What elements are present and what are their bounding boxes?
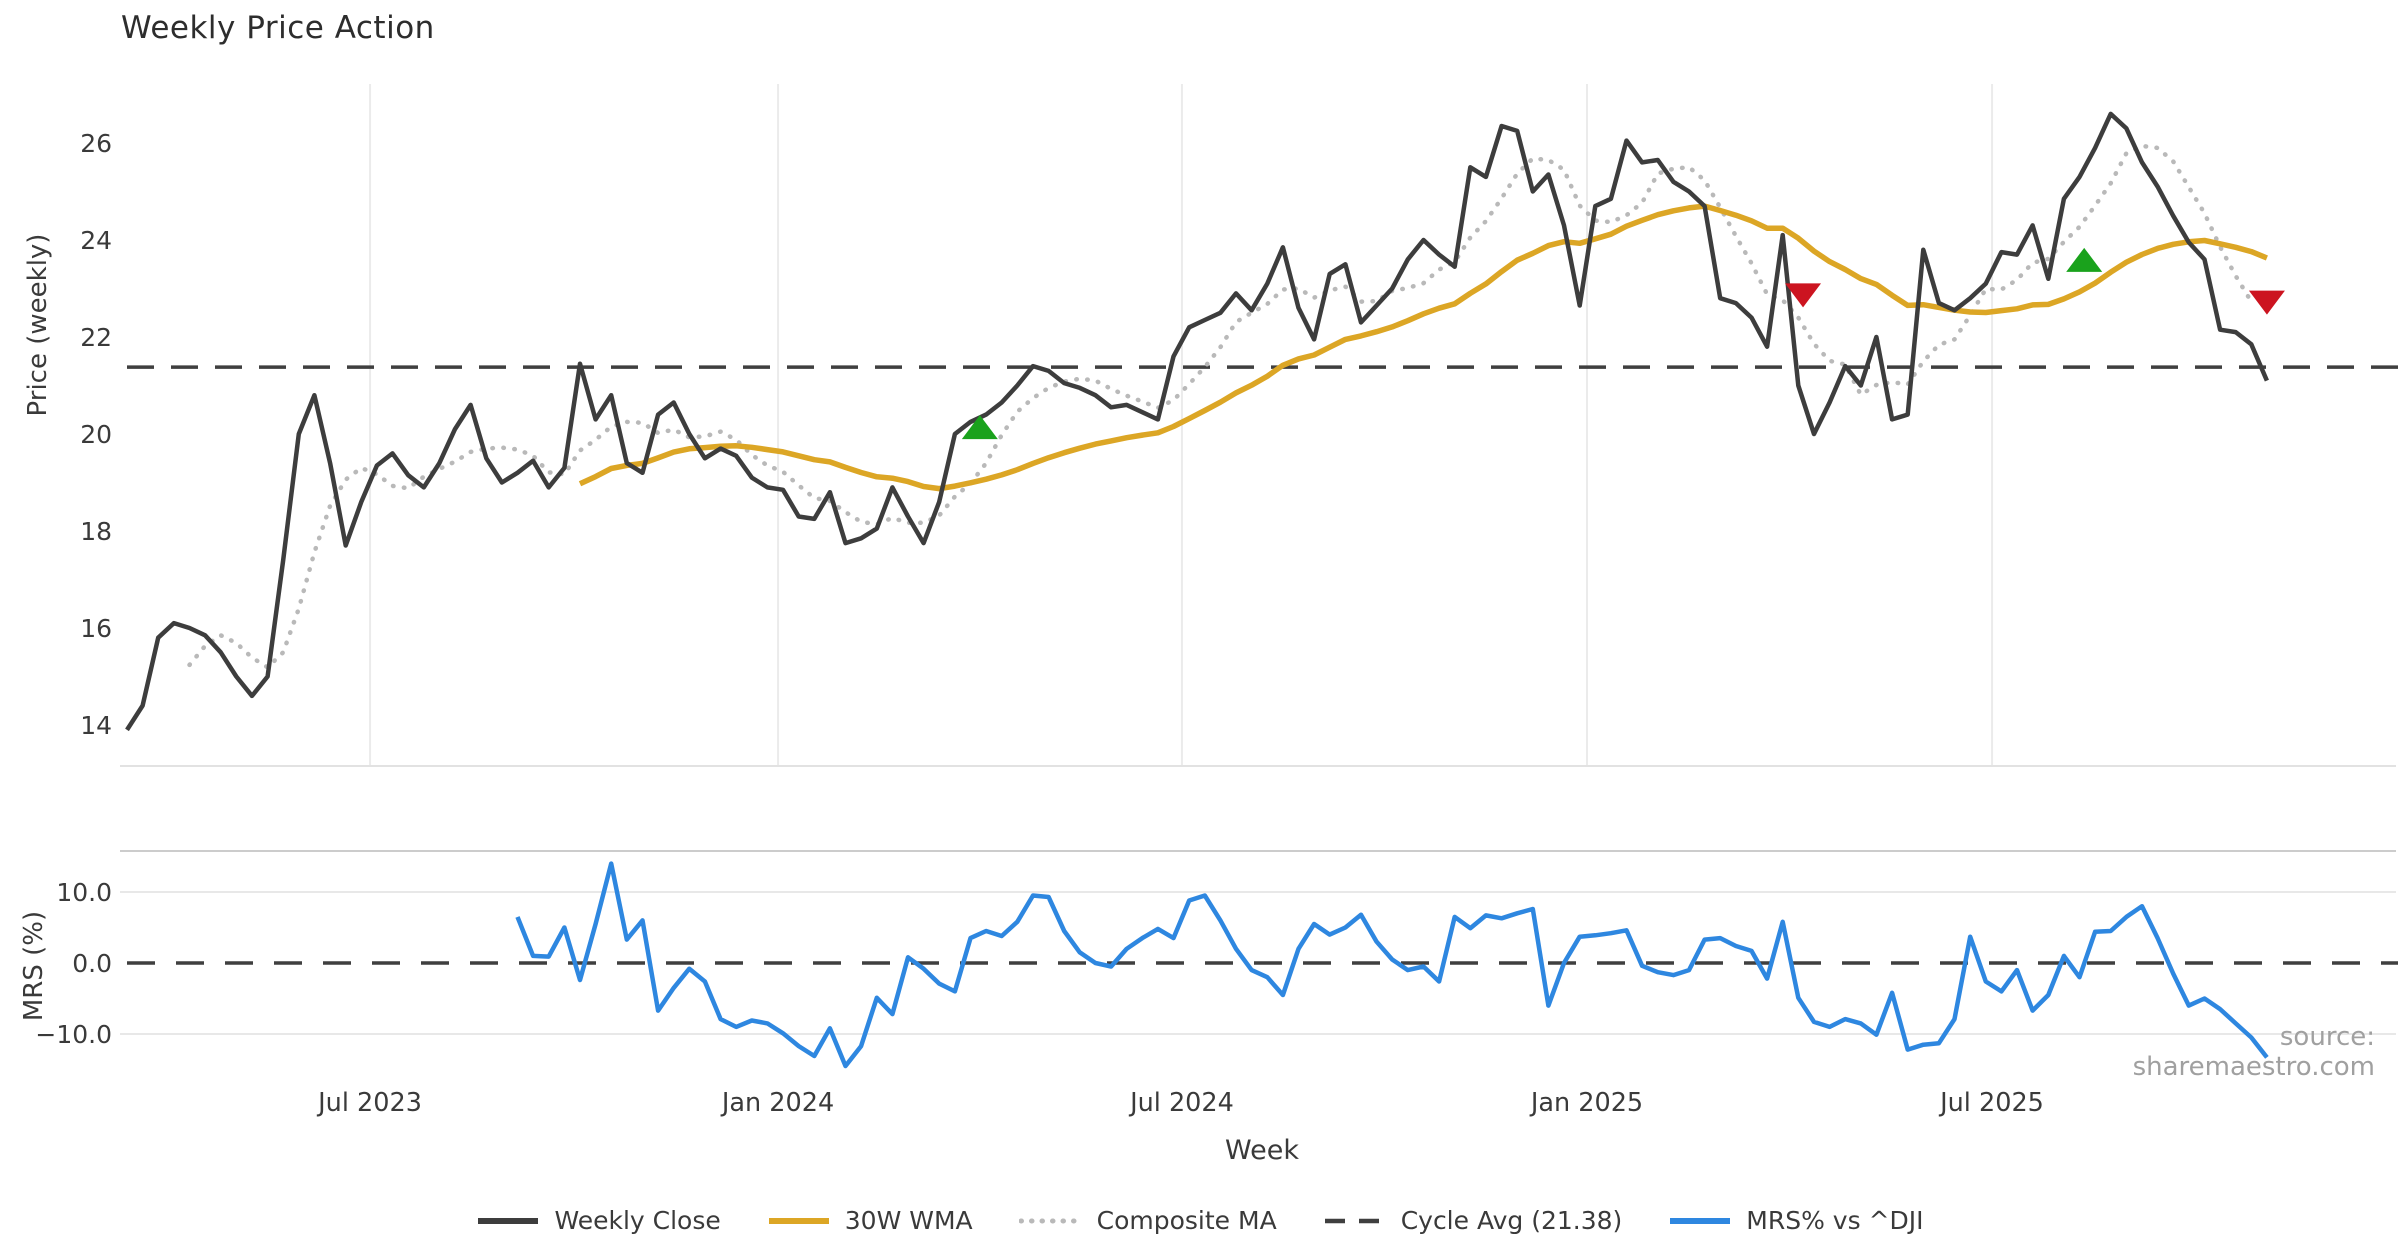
legend-label: Composite MA — [1096, 1206, 1277, 1235]
legend-swatch-solid — [768, 1217, 829, 1224]
x-tick-label: Jul 2025 — [1938, 1088, 2044, 1118]
price-tick-label: 22 — [80, 323, 112, 352]
wma-30w-line — [578, 203, 2268, 492]
x-tick-label: Jan 2025 — [1529, 1088, 1643, 1118]
buy-signal-marker — [2066, 247, 2103, 272]
legend-label: MRS% vs ^DJI — [1746, 1206, 1924, 1235]
price-tick-label: 20 — [80, 420, 112, 449]
mrs-tick-label: 10.0 — [56, 878, 112, 907]
price-tick-label: 14 — [80, 711, 112, 740]
chart-title: Weekly Price Action — [121, 10, 435, 46]
composite-ma-line — [187, 143, 2254, 670]
x-tick-label: Jan 2024 — [720, 1088, 834, 1118]
mrs-line — [515, 861, 2269, 1069]
sell-signal-marker — [2248, 290, 2285, 315]
mrs-tick-label: −10.0 — [35, 1020, 112, 1049]
sell-signal-marker — [1785, 283, 1822, 308]
buy-signal-marker — [961, 415, 998, 440]
price-tick-label: 18 — [80, 517, 112, 546]
legend-item-cycle-avg-21-38: Cycle Avg (21.38) — [1323, 1206, 1623, 1235]
price-axis-title: Price (weekly) — [23, 233, 53, 417]
x-tick-label: Jul 2024 — [1128, 1088, 1234, 1118]
chart-legend: Weekly Close 30W WMA Composite MA Cycle Avg… — [0, 1206, 2400, 1235]
legend-swatch-solid — [1670, 1217, 1731, 1224]
legend-label: Cycle Avg (21.38) — [1400, 1206, 1623, 1235]
legend-item-30w-wma: 30W WMA — [767, 1206, 973, 1235]
price-tick-label: 24 — [80, 226, 112, 255]
price-tick-label: 16 — [80, 614, 112, 643]
legend-item-mrs-vs-dji: MRS% vs ^DJI — [1668, 1206, 1924, 1235]
legend-swatch-solid — [478, 1217, 539, 1224]
legend-swatch-dotted — [1018, 1218, 1083, 1223]
price-tick-label: 26 — [80, 129, 112, 158]
x-tick-label: Jul 2023 — [316, 1088, 422, 1118]
week-axis-title: Week — [1225, 1135, 1299, 1166]
mrs-tick-label: 0.0 — [72, 949, 112, 978]
mrs-axis-title: MRS (%) — [19, 910, 49, 1022]
legend-item-weekly-close: Weekly Close — [476, 1206, 721, 1235]
legend-item-composite-ma: Composite MA — [1018, 1206, 1277, 1235]
weekly-close-line — [125, 111, 2269, 732]
legend-label: Weekly Close — [554, 1206, 721, 1235]
legend-swatch-dashed — [1324, 1218, 1385, 1223]
legend-label: 30W WMA — [844, 1206, 973, 1235]
source-attribution: source: sharemaestro.com — [2132, 1022, 2375, 1082]
